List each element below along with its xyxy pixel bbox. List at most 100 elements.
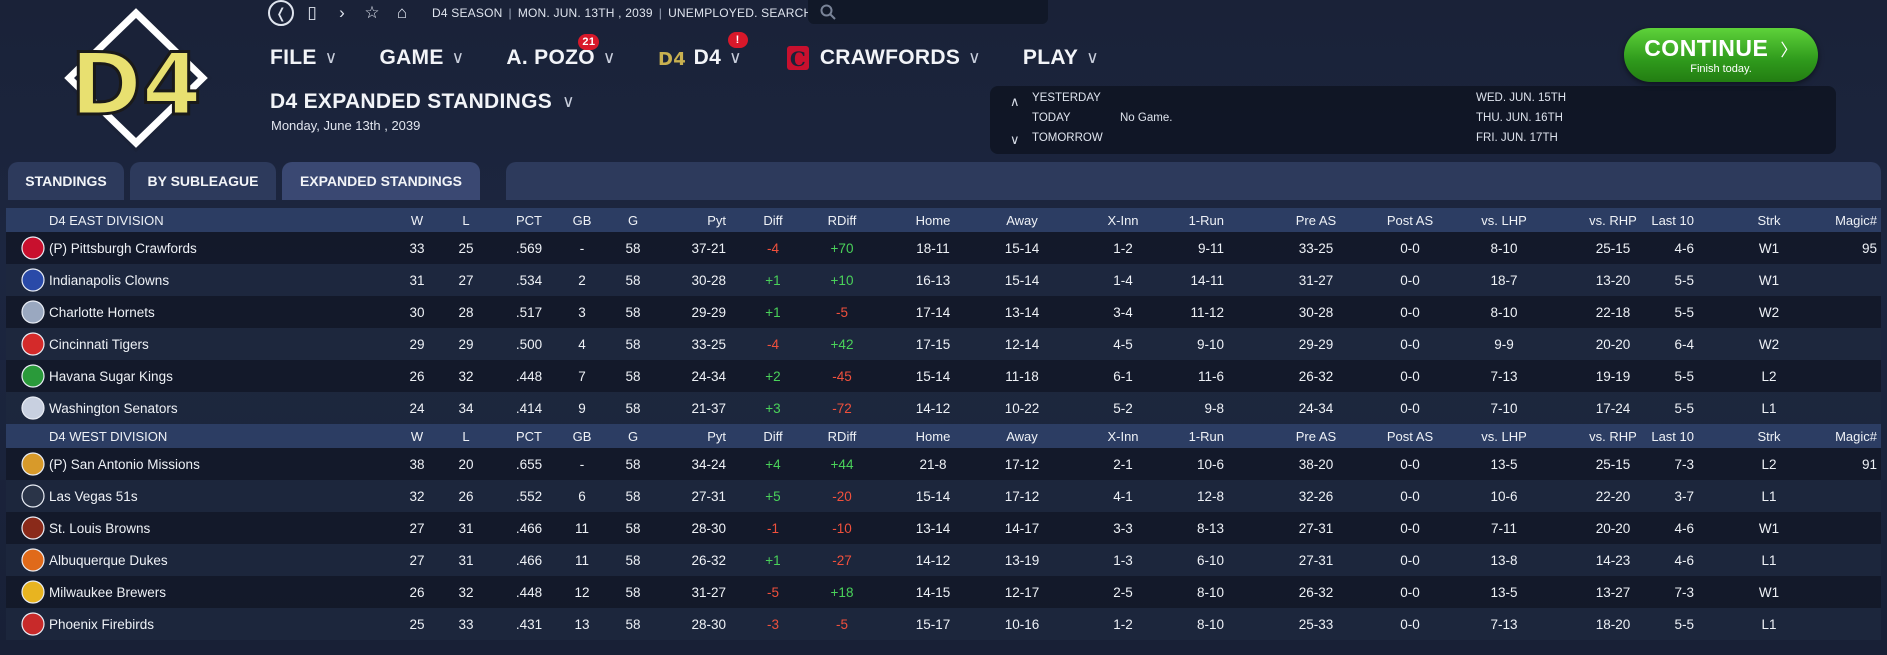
menu-league[interactable]: D4 D4! ∨: [658, 32, 748, 72]
table-row[interactable]: Havana Sugar Kings 26 32 .448 7 58 24-34 +2 -45 1…: [6, 360, 1881, 392]
continue-button[interactable]: CONTINUE 〉 Finish today.: [1624, 28, 1818, 82]
menu-game[interactable]: GAME ∨: [379, 46, 465, 69]
tab-expanded-standings[interactable]: EXPANDED STANDINGS: [282, 162, 480, 200]
forward-icon[interactable]: ›: [339, 3, 345, 22]
column-header-l[interactable]: L: [462, 212, 470, 228]
column-header-last-10[interactable]: Last 10: [1651, 428, 1694, 444]
team-name[interactable]: Cincinnati Tigers: [49, 336, 149, 352]
menu-team[interactable]: C CRAWFORDS ∨: [784, 44, 981, 72]
cell-w: 29: [409, 336, 425, 352]
team-name[interactable]: Phoenix Firebirds: [49, 616, 155, 632]
today-label: TODAY: [1032, 112, 1071, 124]
team-name[interactable]: Washington Senators: [49, 400, 178, 416]
column-header-away[interactable]: Away: [1006, 212, 1038, 228]
column-header-g[interactable]: G: [627, 212, 639, 228]
team-name[interactable]: (P) Pittsburgh Crawfords: [49, 240, 197, 256]
column-header-rdiff[interactable]: RDiff: [827, 428, 857, 444]
cell-rdiff: +70: [830, 240, 854, 256]
column-header-diff[interactable]: Diff: [763, 428, 783, 444]
chevron-down-icon: ∨: [562, 92, 575, 111]
menu-manager[interactable]: A. POZO 21 ∨: [506, 34, 616, 69]
column-header-gb[interactable]: GB: [572, 428, 592, 444]
team-name[interactable]: Albuquerque Dukes: [49, 552, 168, 568]
column-header-vs-lhp[interactable]: vs. LHP: [1481, 428, 1527, 444]
column-header-rdiff[interactable]: RDiff: [827, 212, 857, 228]
column-header-strk[interactable]: Strk: [1757, 212, 1781, 228]
column-header-post-as[interactable]: Post AS: [1386, 428, 1434, 444]
back-icon[interactable]: ❬: [268, 0, 294, 26]
column-header-pyt[interactable]: Pyt: [707, 212, 726, 228]
cell-g: 58: [625, 488, 641, 504]
table-row[interactable]: Indianapolis Clowns 31 27 .534 2 58 30-28 +1 +10…: [6, 264, 1881, 296]
cell-away: 17-12: [1004, 456, 1040, 472]
cell-x-inn: 1-3: [1113, 552, 1133, 568]
team-name[interactable]: (P) San Antonio Missions: [49, 456, 200, 472]
table-row[interactable]: Washington Senators 24 34 .414 9 58 21-37 +3 -72…: [6, 392, 1881, 424]
tab-standings[interactable]: STANDINGS: [8, 162, 124, 200]
table-row[interactable]: Charlotte Hornets 30 28 .517 3 58 29-29 +1 -5 17-…: [6, 296, 1881, 328]
column-header-1-run[interactable]: 1-Run: [1188, 212, 1224, 228]
star-icon[interactable]: ☆: [364, 3, 380, 22]
table-row[interactable]: Phoenix Firebirds 25 33 .431 13 58 28-30 -3 -5 15…: [6, 608, 1881, 640]
table-row[interactable]: St. Louis Browns 27 31 .466 11 58 28-30 -1 -10 13…: [6, 512, 1881, 544]
table-row[interactable]: (P) Pittsburgh Crawfords 33 25 .569 - 58 37-21…: [6, 232, 1881, 264]
column-header-1-run[interactable]: 1-Run: [1188, 428, 1224, 444]
cell-rdiff: -27: [832, 552, 852, 568]
team-name[interactable]: Milwaukee Brewers: [49, 584, 167, 600]
column-header-pct[interactable]: PCT: [516, 428, 542, 444]
page-title[interactable]: D4 EXPANDED STANDINGS ∨: [270, 90, 575, 113]
d4-league-logo[interactable]: D4: [58, 2, 214, 154]
column-header-pre-as[interactable]: Pre AS: [1295, 428, 1337, 444]
column-header-l[interactable]: L: [462, 428, 470, 444]
page-icon[interactable]: ▯: [307, 3, 317, 22]
column-header-away[interactable]: Away: [1006, 428, 1038, 444]
column-header-w[interactable]: W: [410, 212, 424, 228]
column-header-w[interactable]: W: [410, 428, 424, 444]
column-header-vs-rhp[interactable]: vs. RHP: [1589, 212, 1637, 228]
team-name[interactable]: Indianapolis Clowns: [49, 272, 170, 288]
column-header-magic[interactable]: Magic#: [1835, 212, 1877, 228]
team-name[interactable]: Charlotte Hornets: [49, 304, 155, 320]
cell-pyt: 21-37: [691, 400, 726, 416]
table-row[interactable]: Milwaukee Brewers 26 32 .448 12 58 31-27 -5 +18 1…: [6, 576, 1881, 608]
column-header-magic[interactable]: Magic#: [1835, 428, 1877, 444]
down-arrow-icon[interactable]: ∨: [1010, 132, 1020, 147]
column-header-strk[interactable]: Strk: [1757, 428, 1781, 444]
cell-strk: W2: [1758, 336, 1780, 352]
cell-l: 34: [458, 400, 474, 416]
search-input[interactable]: [808, 0, 1048, 24]
table-row[interactable]: Cincinnati Tigers 29 29 .500 4 58 33-25 -4 +42 17…: [6, 328, 1881, 360]
column-header-g[interactable]: G: [627, 428, 639, 444]
tab-by-subleague[interactable]: BY SUBLEAGUE: [130, 162, 276, 200]
cell-post-as: 0-0: [1400, 304, 1420, 320]
column-header-post-as[interactable]: Post AS: [1386, 212, 1434, 228]
column-header-x-inn[interactable]: X-Inn: [1107, 212, 1139, 228]
team-name[interactable]: Havana Sugar Kings: [49, 368, 173, 384]
cell-last-10: 5-5: [1674, 272, 1694, 288]
column-header-vs-rhp[interactable]: vs. RHP: [1589, 428, 1637, 444]
table-row[interactable]: Albuquerque Dukes 27 31 .466 11 58 26-32 +1 -27 1…: [6, 544, 1881, 576]
cell-away: 12-14: [1004, 336, 1040, 352]
team-name[interactable]: St. Louis Browns: [49, 520, 151, 536]
column-header-home[interactable]: Home: [915, 428, 951, 444]
menu-play[interactable]: PLAY ∨: [1022, 46, 1099, 69]
table-row[interactable]: Las Vegas 51s 32 26 .552 6 58 27-31 +5 -20 15-14 1…: [6, 480, 1881, 512]
column-header-x-inn[interactable]: X-Inn: [1107, 428, 1139, 444]
column-header-pct[interactable]: PCT: [516, 212, 542, 228]
team-name[interactable]: Las Vegas 51s: [49, 488, 138, 504]
column-header-gb[interactable]: GB: [572, 212, 592, 228]
home-icon[interactable]: ⌂: [396, 3, 408, 22]
up-arrow-icon[interactable]: ∧: [1010, 94, 1020, 109]
column-header-diff[interactable]: Diff: [763, 212, 783, 228]
column-header-last-10[interactable]: Last 10: [1651, 212, 1694, 228]
column-header-vs-lhp[interactable]: vs. LHP: [1481, 212, 1527, 228]
column-header-pre-as[interactable]: Pre AS: [1295, 212, 1337, 228]
cell-w: 25: [409, 616, 425, 632]
page-date: Monday, June 13th , 2039: [271, 118, 421, 133]
cell-vs-rhp: 25-15: [1595, 240, 1631, 256]
column-header-pyt[interactable]: Pyt: [707, 428, 726, 444]
column-header-home[interactable]: Home: [915, 212, 951, 228]
cell-pre-as: 26-32: [1298, 368, 1334, 384]
table-row[interactable]: (P) San Antonio Missions 38 20 .655 - 58 34-24…: [6, 448, 1881, 480]
menu-file[interactable]: FILE ∨: [270, 46, 338, 69]
